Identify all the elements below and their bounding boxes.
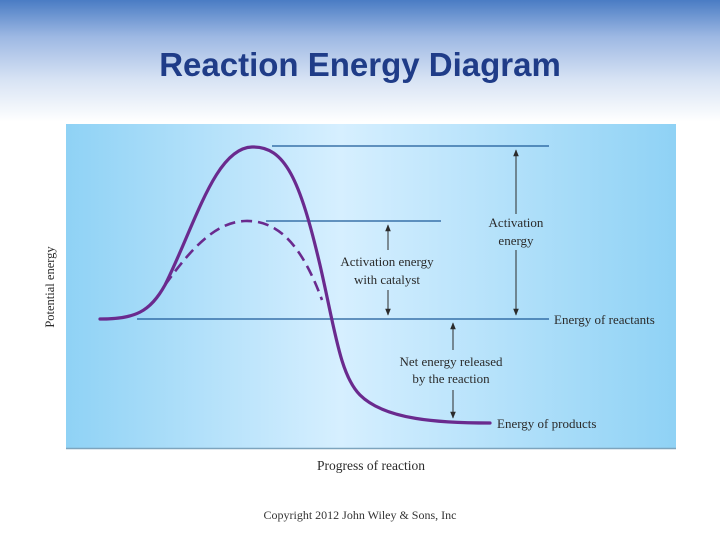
- uncatalyzed-reaction-curve: [98, 145, 492, 425]
- diagram-panel: [66, 124, 676, 448]
- catalyst-label-line1: Activation energy: [340, 254, 434, 269]
- net-energy-label-line2: by the reaction: [412, 371, 490, 386]
- axis-x-label: Progress of reaction: [317, 458, 425, 473]
- axis-y-label: Potential energy: [43, 246, 57, 328]
- activation-energy-label-line1: Activation: [489, 215, 544, 230]
- header-band: [0, 0, 720, 122]
- catalyst-label-line2: with catalyst: [354, 272, 420, 287]
- energy-of-reactants-label: Energy of reactants: [554, 312, 655, 327]
- catalyzed-reaction-curve: [163, 219, 324, 301]
- net-energy-label-line1: Net energy released: [400, 354, 503, 369]
- copyright-notice: Copyright 2012 John Wiley & Sons, Inc: [263, 508, 457, 522]
- energy-of-products-label: Energy of products: [497, 416, 596, 431]
- slide-title: Reaction Energy Diagram: [159, 46, 561, 83]
- activation-energy-label-line2: energy: [498, 233, 534, 248]
